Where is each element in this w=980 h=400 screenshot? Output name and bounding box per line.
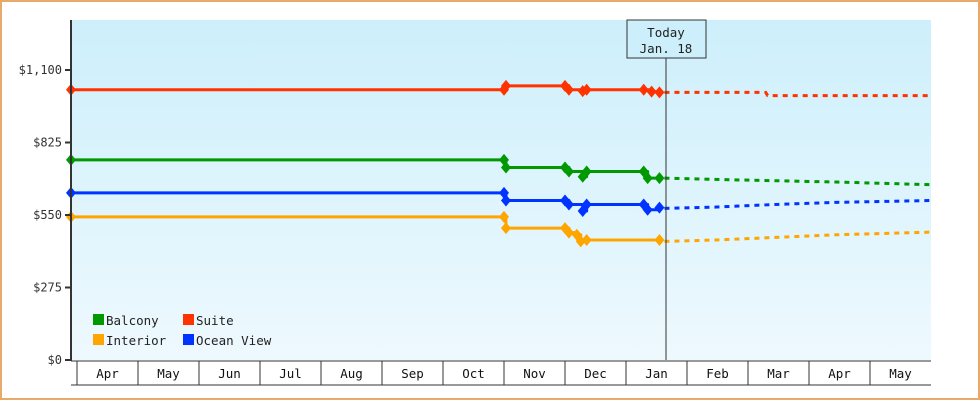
x-tick-label: Apr: [828, 366, 851, 381]
data-point-marker[interactable]: [563, 165, 574, 178]
x-tick-label: Jul: [279, 366, 302, 381]
data-point-marker[interactable]: [581, 83, 592, 96]
data-point-marker[interactable]: [642, 203, 653, 216]
legend: Balcony Suite Interior Ocean View: [93, 313, 272, 348]
legend-item-suite[interactable]: Suite: [196, 313, 234, 328]
x-tick-label: May: [889, 366, 912, 381]
data-point-marker[interactable]: [500, 194, 511, 207]
x-tick-label: Apr: [96, 366, 119, 381]
plot-area: [71, 20, 931, 360]
series-suite: [66, 79, 931, 99]
legend-item-interior[interactable]: Interior: [106, 333, 167, 348]
data-point-marker[interactable]: [499, 210, 509, 223]
data-point-marker[interactable]: [646, 85, 657, 98]
data-point-marker[interactable]: [654, 234, 665, 247]
data-point-marker[interactable]: [581, 234, 592, 247]
y-tick-label: $1,100: [19, 63, 62, 77]
legend-item-ocean-view[interactable]: Ocean View: [196, 333, 272, 348]
x-tick-label: Nov: [523, 366, 546, 381]
legend-swatch: [93, 334, 104, 345]
data-point-marker[interactable]: [500, 79, 511, 92]
x-tick-label: Aug: [340, 366, 363, 381]
x-tick-label: Sep: [401, 366, 424, 381]
data-point-marker[interactable]: [500, 222, 511, 235]
series-layer: [66, 79, 932, 248]
today-date: Jan. 18: [640, 41, 693, 56]
data-point-marker[interactable]: [654, 86, 665, 99]
x-tick-label: Oct: [462, 366, 485, 381]
series-balcony: [66, 153, 932, 187]
legend-item-balcony[interactable]: Balcony: [106, 313, 159, 328]
x-axis: Apr May Jun Jul Aug Sep Oct Nov Dec Jan Feb Mar Apr M…: [71, 360, 931, 386]
data-point-marker[interactable]: [654, 172, 665, 185]
series-interior: [66, 210, 932, 248]
data-point-marker[interactable]: [654, 201, 665, 214]
data-point-marker[interactable]: [581, 165, 592, 178]
today-label: Today: [647, 25, 685, 40]
x-tick-label: Mar: [767, 366, 790, 381]
y-tick-label: $825: [33, 136, 62, 150]
legend-swatch: [183, 314, 194, 325]
today-box: [626, 19, 707, 59]
forecast-line: [664, 176, 932, 187]
x-tick-label: Feb: [706, 366, 729, 381]
data-point-marker[interactable]: [563, 83, 574, 96]
x-tick-label: Jun: [218, 366, 241, 381]
data-point-marker[interactable]: [563, 226, 574, 239]
y-tick-label: $275: [33, 281, 62, 295]
x-tick-label: Dec: [584, 366, 607, 381]
x-tick-label: May: [157, 366, 180, 381]
x-tick-label: Jan: [645, 366, 668, 381]
series-ocean-view: [66, 186, 932, 218]
y-tick-label: $550: [33, 208, 62, 222]
data-point-marker[interactable]: [642, 172, 653, 185]
legend-swatch: [183, 334, 194, 345]
data-point-marker[interactable]: [638, 83, 649, 96]
data-point-marker[interactable]: [563, 198, 574, 211]
forecast-line: [664, 230, 932, 243]
data-point-marker[interactable]: [500, 161, 511, 174]
data-point-marker[interactable]: [581, 198, 592, 211]
legend-swatch: [93, 314, 104, 325]
y-axis-ticks: $0 $275 $550 $825 $1,100: [19, 63, 71, 367]
y-tick-label: $0: [48, 353, 62, 367]
forecast-line: [664, 90, 931, 98]
forecast-line: [664, 199, 932, 210]
